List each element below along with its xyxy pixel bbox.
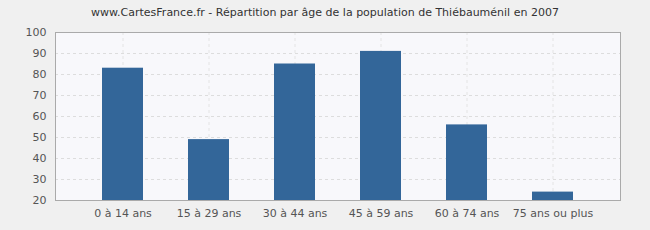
svg-text:45 à 59 ans: 45 à 59 ans — [349, 207, 414, 220]
svg-text:60 à 74 ans: 60 à 74 ans — [435, 207, 500, 220]
svg-text:90: 90 — [33, 47, 47, 60]
svg-text:30: 30 — [33, 173, 47, 186]
svg-text:40: 40 — [33, 152, 47, 165]
svg-text:30 à 44 ans: 30 à 44 ans — [263, 207, 328, 220]
svg-text:60: 60 — [33, 110, 47, 123]
svg-text:0 à 14 ans: 0 à 14 ans — [94, 207, 152, 220]
svg-text:80: 80 — [33, 68, 47, 81]
svg-text:75 ans ou plus: 75 ans ou plus — [513, 207, 594, 220]
svg-text:15 à 29 ans: 15 à 29 ans — [177, 207, 242, 220]
html-text:www.CartesFrance.fr - Répartit: www.CartesFrance.fr - Répartition par âg… — [91, 6, 559, 19]
svg-text:70: 70 — [33, 89, 47, 102]
svg-text:20: 20 — [33, 194, 47, 207]
svg-text:50: 50 — [33, 131, 47, 144]
svg-text:100: 100 — [26, 26, 47, 39]
